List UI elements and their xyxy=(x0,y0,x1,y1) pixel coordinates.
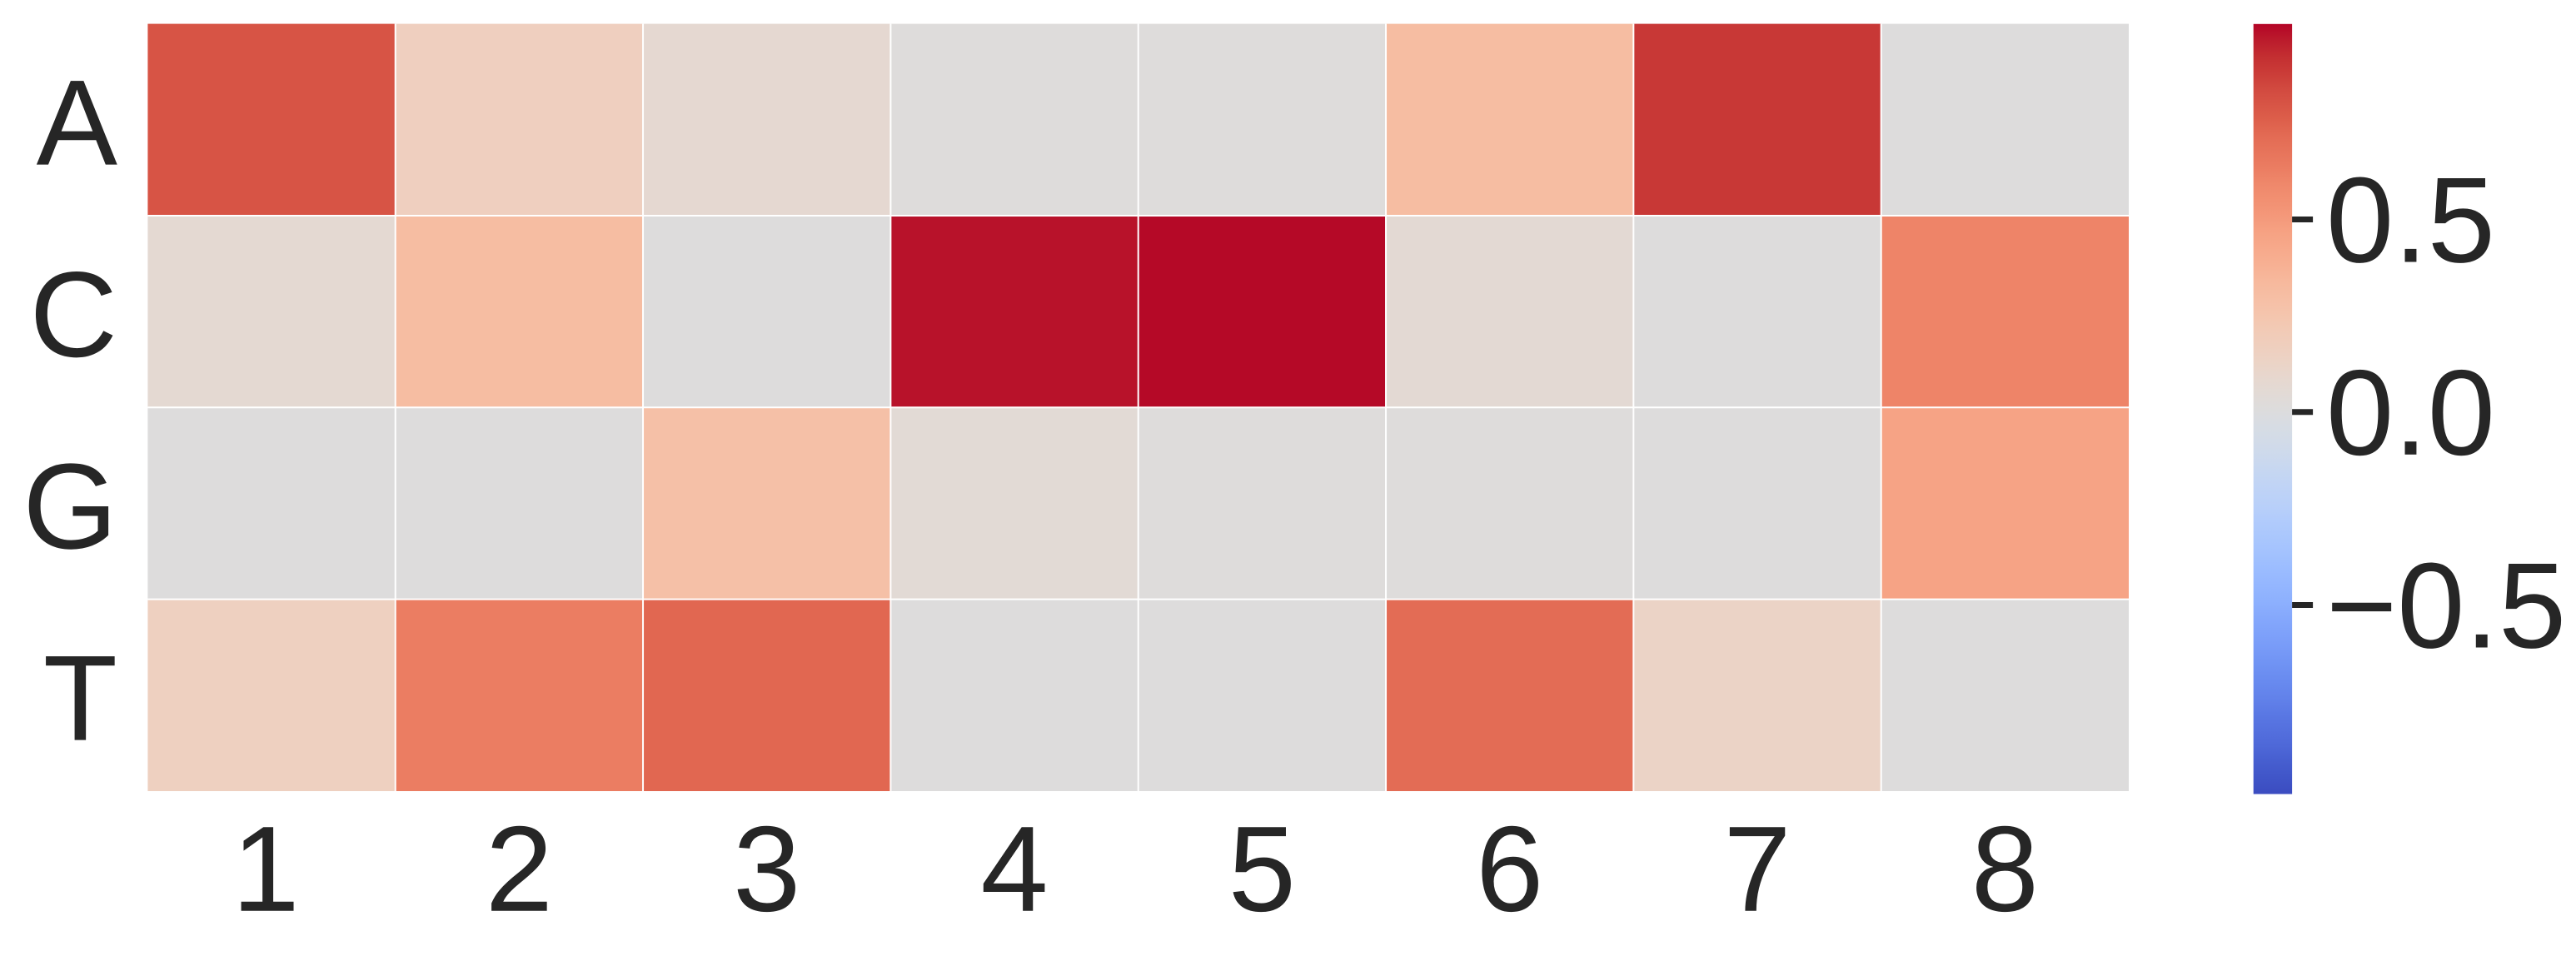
svg-text:8: 8 xyxy=(1971,801,2039,937)
svg-text:7: 7 xyxy=(1723,801,1791,937)
svg-text:A: A xyxy=(37,55,118,191)
svg-text:−0.5: −0.5 xyxy=(2326,538,2566,674)
svg-text:0.0: 0.0 xyxy=(2326,345,2495,480)
svg-text:4: 4 xyxy=(980,801,1048,937)
svg-text:3: 3 xyxy=(733,801,800,937)
svg-text:C: C xyxy=(30,246,117,382)
svg-text:5: 5 xyxy=(1228,801,1296,937)
svg-text:T: T xyxy=(43,630,117,766)
svg-text:0.5: 0.5 xyxy=(2326,152,2495,288)
svg-text:1: 1 xyxy=(232,801,299,937)
svg-text:2: 2 xyxy=(486,801,553,937)
svg-text:6: 6 xyxy=(1476,801,1543,937)
svg-text:G: G xyxy=(22,438,117,574)
